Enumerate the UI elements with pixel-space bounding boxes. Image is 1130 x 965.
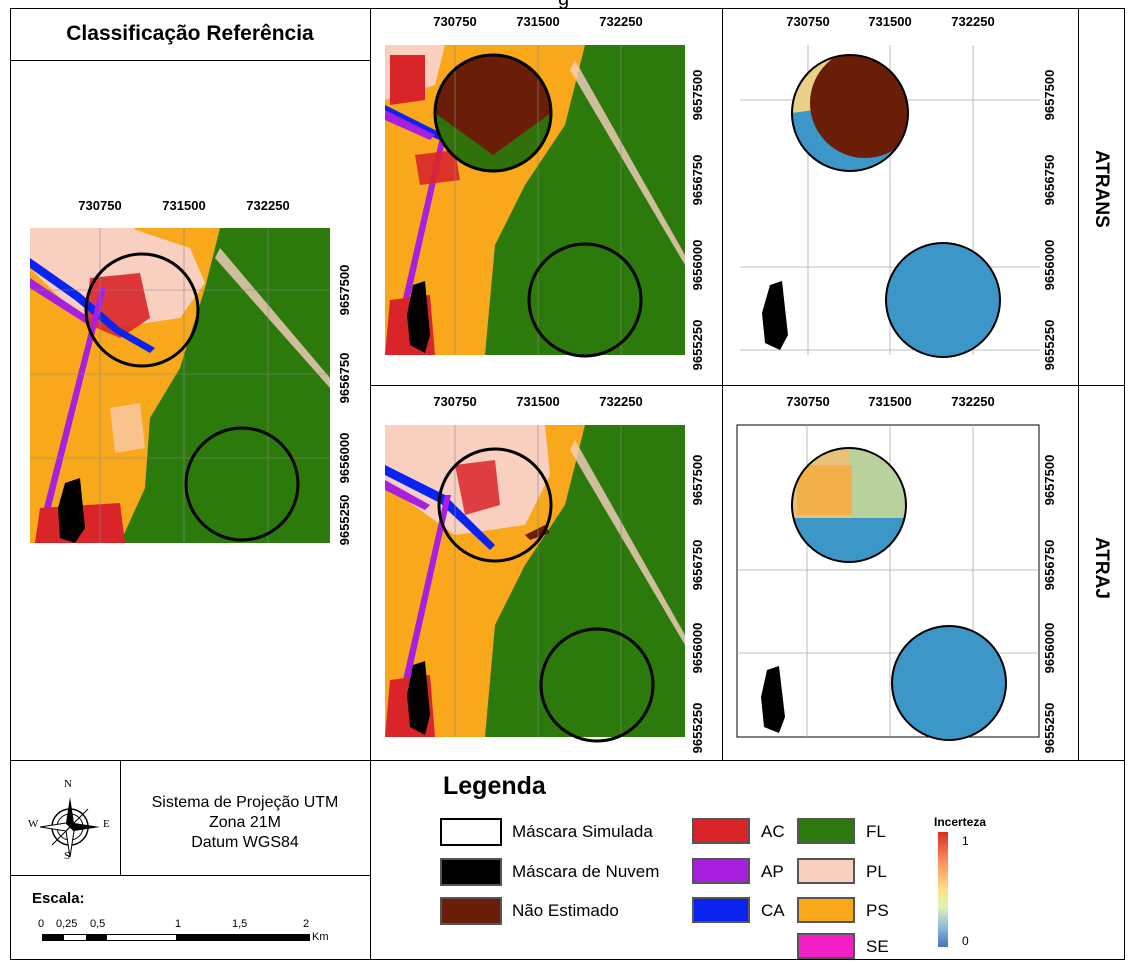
projection-line1: Sistema de Projeção UTM bbox=[151, 794, 339, 811]
y-tick: 9655250 bbox=[1042, 319, 1057, 371]
legend-swatch-not-estimated bbox=[440, 897, 502, 925]
atraj-uncertainty-image bbox=[736, 424, 1040, 741]
atrans-uncertainty-image bbox=[740, 45, 1040, 358]
x-tick: 730750 bbox=[786, 394, 830, 409]
divider bbox=[370, 385, 1125, 386]
legend-swatch-ca bbox=[692, 897, 750, 923]
legend-label: PL bbox=[866, 862, 887, 881]
projection-info: Sistema de Projeção UTM Zona 21M Datum W… bbox=[120, 793, 370, 853]
y-tick: 9657500 bbox=[1042, 69, 1057, 121]
legend-label: Não Estimado bbox=[512, 901, 619, 920]
divider bbox=[370, 8, 371, 960]
legend-title: Legenda bbox=[443, 772, 546, 800]
legend-swatch-ac bbox=[692, 818, 750, 844]
projection-line3: Datum WGS84 bbox=[191, 834, 299, 851]
compass-rose-icon bbox=[39, 797, 100, 858]
y-tick: 9656750 bbox=[690, 539, 705, 591]
divider bbox=[10, 760, 1125, 761]
y-tick: 9655250 bbox=[690, 319, 705, 371]
top-cut-text: g bbox=[558, 0, 569, 11]
y-tick: 9656000 bbox=[337, 432, 352, 484]
x-tick: 732250 bbox=[599, 394, 643, 409]
y-tick: 9656000 bbox=[690, 239, 705, 291]
reference-title: Classificação Referência bbox=[66, 22, 314, 45]
legend-swatch-se bbox=[797, 933, 855, 959]
x-tick: 731500 bbox=[516, 14, 560, 29]
reference-map-image bbox=[30, 228, 330, 543]
row-label-atraj: ATRAJ bbox=[1091, 537, 1112, 599]
legend-swatch-ps bbox=[797, 897, 855, 923]
x-tick: 731500 bbox=[516, 394, 560, 409]
uncertainty-max-label: 1 bbox=[962, 834, 969, 848]
legend-swatch-mask-simulated bbox=[440, 818, 502, 846]
legend-label: Máscara Simulada bbox=[512, 822, 653, 841]
y-tick: 9657500 bbox=[690, 69, 705, 121]
y-tick: 9657500 bbox=[1042, 454, 1057, 506]
legend-swatch-pl bbox=[797, 858, 855, 884]
y-tick: 9656750 bbox=[1042, 154, 1057, 206]
scale-tick-label: 0 bbox=[38, 918, 45, 930]
y-tick: 9655250 bbox=[337, 494, 352, 546]
y-tick: 9656750 bbox=[690, 154, 705, 206]
scale-tick-label: 1 bbox=[175, 918, 182, 930]
x-tick: 732250 bbox=[246, 198, 290, 213]
scale-tick-label: 0,5 bbox=[90, 918, 106, 930]
x-tick: 731500 bbox=[868, 394, 912, 409]
compass-e: E bbox=[103, 818, 110, 830]
scale-unit: Km bbox=[312, 931, 329, 943]
compass-n: N bbox=[64, 778, 72, 790]
atraj-map-image bbox=[385, 425, 685, 743]
divider bbox=[10, 60, 370, 61]
legend-swatch-ap bbox=[692, 858, 750, 884]
x-tick: 730750 bbox=[433, 14, 477, 29]
legend-label: Máscara de Nuvem bbox=[512, 862, 660, 881]
divider bbox=[722, 8, 723, 760]
y-tick: 9655250 bbox=[1042, 702, 1057, 754]
y-tick: 9656000 bbox=[1042, 622, 1057, 674]
x-tick: 732250 bbox=[951, 14, 995, 29]
compass-w: W bbox=[28, 818, 39, 830]
layout-frame bbox=[10, 8, 1125, 960]
divider bbox=[120, 760, 121, 875]
y-tick: 9656000 bbox=[1042, 239, 1057, 291]
uncertainty-title: Incerteza bbox=[934, 815, 987, 829]
divider bbox=[10, 875, 370, 876]
row-label-atrans: ATRANS bbox=[1091, 150, 1112, 228]
y-tick: 9655250 bbox=[690, 702, 705, 754]
y-tick: 9656000 bbox=[690, 622, 705, 674]
legend-swatch-mask-cloud bbox=[440, 858, 502, 886]
scale-title: Escala: bbox=[32, 890, 85, 907]
x-tick: 731500 bbox=[868, 14, 912, 29]
uncertainty-min-label: 0 bbox=[962, 934, 969, 948]
y-tick: 9656750 bbox=[337, 352, 352, 404]
legend-swatch-fl bbox=[797, 818, 855, 844]
legend-label: CA bbox=[761, 901, 785, 920]
x-tick: 732250 bbox=[951, 394, 995, 409]
legend-label: FL bbox=[866, 822, 886, 841]
x-tick: 730750 bbox=[78, 198, 122, 213]
divider bbox=[1078, 8, 1079, 760]
scale-tick-label: 2 bbox=[303, 918, 310, 930]
uncertainty-color-ramp bbox=[938, 832, 948, 947]
y-tick: 9657500 bbox=[690, 454, 705, 506]
x-tick: 731500 bbox=[162, 198, 206, 213]
scale-tick-label: 0,25 bbox=[56, 918, 78, 930]
y-tick: 9657500 bbox=[337, 264, 352, 316]
legend-label: AC bbox=[761, 822, 785, 841]
legend-label: SE bbox=[866, 937, 889, 956]
y-tick: 9656750 bbox=[1042, 539, 1057, 591]
x-tick: 730750 bbox=[433, 394, 477, 409]
atrans-map-image bbox=[385, 45, 685, 358]
legend-label: PS bbox=[866, 901, 889, 920]
scale-tick-label: 1,5 bbox=[232, 918, 248, 930]
projection-line2: Zona 21M bbox=[208, 814, 282, 831]
x-tick: 732250 bbox=[599, 14, 643, 29]
x-tick: 730750 bbox=[786, 14, 830, 29]
legend-label: AP bbox=[761, 862, 784, 881]
compass-s: S bbox=[64, 850, 71, 862]
scale-bar-graphic bbox=[42, 934, 310, 941]
